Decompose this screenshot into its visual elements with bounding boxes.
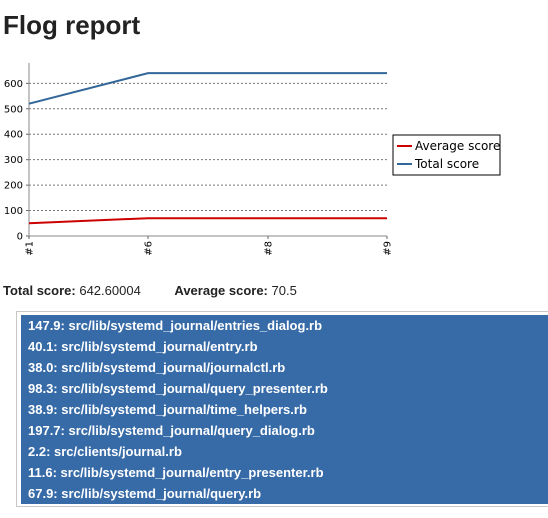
x-tick-label: #6 <box>144 241 155 256</box>
total-score-label: Total score: <box>3 283 76 298</box>
series-line <box>28 217 387 225</box>
file-list-item[interactable]: 38.0: src/lib/systemd_journal/journalctl… <box>28 360 286 375</box>
x-tick-label: #1 <box>25 241 36 256</box>
file-list-item[interactable]: 147.9: src/lib/systemd_journal/entries_d… <box>28 318 323 333</box>
page-title: Flog report <box>3 10 141 40</box>
file-list-box: 147.9: src/lib/systemd_journal/entries_d… <box>16 311 548 507</box>
x-tick-label: #8 <box>264 241 275 256</box>
y-tick-label: 200 <box>4 181 23 192</box>
file-list-item[interactable]: 38.9: src/lib/systemd_journal/time_helpe… <box>28 402 307 417</box>
y-tick-label: 100 <box>4 206 23 217</box>
file-list-item[interactable]: 197.7: src/lib/systemd_journal/query_dia… <box>28 423 315 438</box>
y-tick-label: 300 <box>4 155 23 166</box>
y-tick-label: 600 <box>4 79 23 90</box>
file-list[interactable]: 147.9: src/lib/systemd_journal/entries_d… <box>21 315 548 504</box>
file-list-item[interactable]: 2.2: src/clients/journal.rb <box>28 444 182 459</box>
average-score-value: 70.5 <box>271 283 297 298</box>
series-line <box>28 72 387 105</box>
file-list-item[interactable]: 40.1: src/lib/systemd_journal/entry.rb <box>28 339 258 354</box>
x-tick-label: #9 <box>383 241 394 256</box>
legend-label: Total score <box>414 157 479 171</box>
average-score-label: Average score: <box>174 283 268 298</box>
score-summary: Total score: 642.60004 Average score: 70… <box>3 283 297 298</box>
y-tick-label: 500 <box>4 104 23 115</box>
legend-label: Average score <box>415 139 500 153</box>
chart-legend <box>392 134 501 176</box>
score-line-chart: 0 100 200 300 400 500 600 #1 #6 #8 #9 Average score… <box>4 63 501 256</box>
total-score-value: 642.60004 <box>79 283 141 298</box>
y-tick-label: 0 <box>17 232 23 243</box>
y-tick-label: 400 <box>4 130 23 141</box>
file-list-item[interactable]: 11.6: src/lib/systemd_journal/entry_pres… <box>28 465 324 480</box>
file-list-item[interactable]: 67.9: src/lib/systemd_journal/query.rb <box>28 486 262 501</box>
file-list-item[interactable]: 98.3: src/lib/systemd_journal/query_pres… <box>28 381 328 396</box>
